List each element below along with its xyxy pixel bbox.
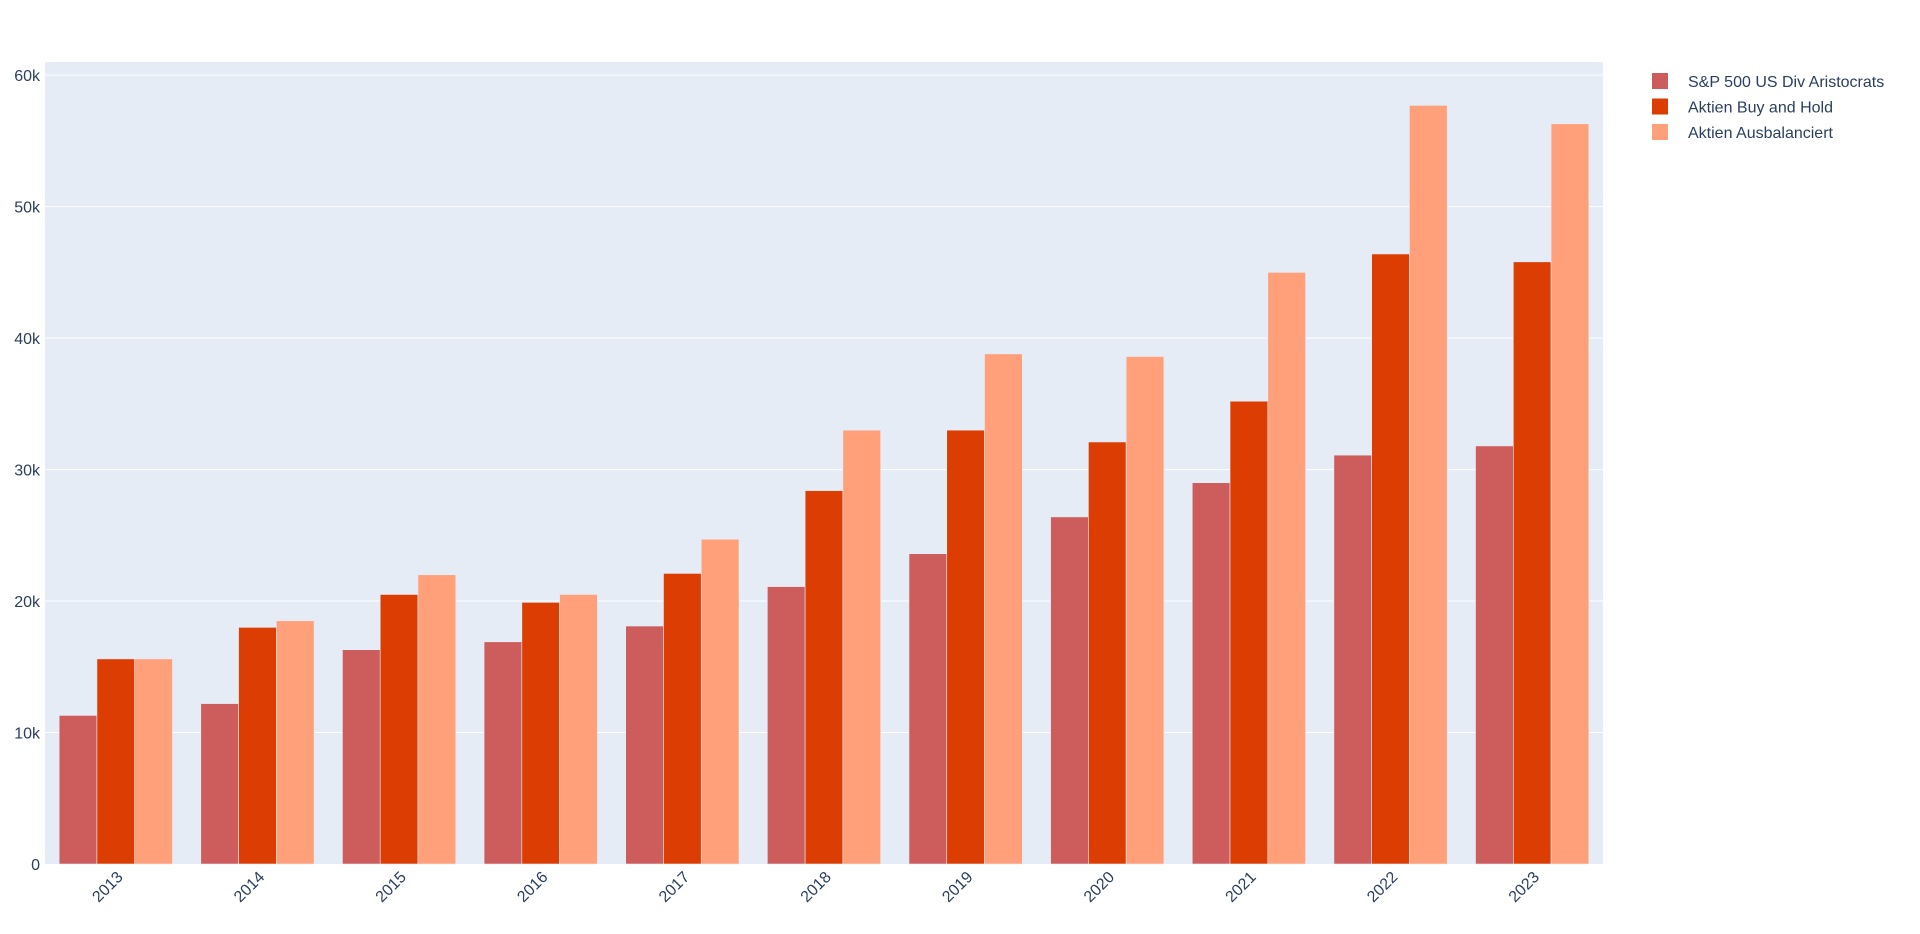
y-axis: 0 10k 20k 30k 40k 50k 60k — [14, 68, 41, 874]
legend-swatch — [1652, 124, 1668, 140]
bar[interactable] — [379, 594, 419, 865]
x-tick-label: 2013 — [89, 869, 126, 906]
bar[interactable] — [1371, 253, 1410, 865]
legend-swatch — [1652, 98, 1668, 115]
legend-item[interactable]: S&P 500 US Div Aristocrats — [1652, 73, 1884, 91]
x-tick-label: 2014 — [231, 869, 268, 906]
legend-label: Aktien Ausbalanciert — [1688, 125, 1834, 142]
bar[interactable] — [984, 353, 1023, 865]
y-tick-label: 60k — [14, 68, 41, 85]
bar[interactable] — [238, 627, 277, 865]
x-tick-label: 2020 — [1081, 869, 1118, 906]
legend-label: Aktien Buy and Hold — [1688, 100, 1833, 117]
y-tick-label: 10k — [14, 726, 41, 743]
x-tick-label: 2017 — [656, 869, 693, 906]
bar[interactable] — [946, 429, 985, 865]
legend-label: S&P 500 US Div Aristocrats — [1688, 74, 1884, 91]
bar[interactable] — [1125, 356, 1165, 865]
bar[interactable] — [96, 658, 136, 865]
bar[interactable] — [521, 602, 560, 865]
y-tick-label: 30k — [14, 463, 41, 480]
bar[interactable] — [1512, 261, 1552, 865]
bar[interactable] — [134, 658, 173, 865]
legend-item[interactable]: Aktien Ausbalanciert — [1652, 124, 1834, 142]
legend-item[interactable]: Aktien Buy and Hold — [1652, 98, 1833, 117]
x-tick-label: 2022 — [1364, 869, 1401, 906]
legend[interactable]: S&P 500 US Div Aristocrats Aktien Buy and… — [1652, 73, 1884, 142]
legend-swatch — [1652, 73, 1668, 89]
y-tick-label: 0 — [31, 857, 40, 874]
bar[interactable] — [767, 586, 806, 865]
bar[interactable] — [908, 553, 948, 865]
bar[interactable] — [1409, 105, 1448, 865]
x-tick-label: 2015 — [373, 869, 410, 906]
bar[interactable] — [1050, 516, 1089, 865]
bar[interactable] — [663, 573, 702, 865]
x-tick-label: 2023 — [1506, 869, 1543, 906]
bar[interactable] — [342, 649, 381, 865]
bar[interactable] — [804, 490, 844, 865]
bar[interactable] — [58, 715, 98, 865]
y-tick-label: 20k — [14, 594, 41, 611]
x-tick-label: 2021 — [1223, 869, 1260, 906]
bar[interactable] — [559, 594, 598, 865]
bar[interactable] — [1333, 454, 1372, 865]
bar[interactable] — [1267, 272, 1306, 865]
bar[interactable] — [1191, 482, 1231, 865]
bar[interactable] — [276, 620, 315, 865]
bar[interactable] — [1550, 123, 1590, 865]
bar[interactable] — [483, 641, 523, 865]
y-tick-label: 40k — [14, 331, 41, 348]
bar[interactable] — [1088, 441, 1127, 865]
x-tick-label: 2018 — [798, 869, 835, 906]
bar[interactable] — [200, 703, 239, 865]
bar[interactable] — [842, 429, 881, 865]
x-axis: 2013 2014 2015 2016 2017 2018 2019 2020 2021 2022… — [89, 869, 1543, 906]
bar[interactable] — [1475, 445, 1514, 865]
x-tick-label: 2019 — [939, 869, 976, 906]
y-tick-label: 50k — [14, 200, 41, 217]
bar[interactable] — [1229, 400, 1269, 865]
bar[interactable] — [700, 538, 740, 865]
bar[interactable] — [625, 625, 664, 865]
bars — [58, 105, 1590, 865]
bar[interactable] — [417, 574, 457, 865]
x-tick-label: 2016 — [514, 869, 551, 906]
